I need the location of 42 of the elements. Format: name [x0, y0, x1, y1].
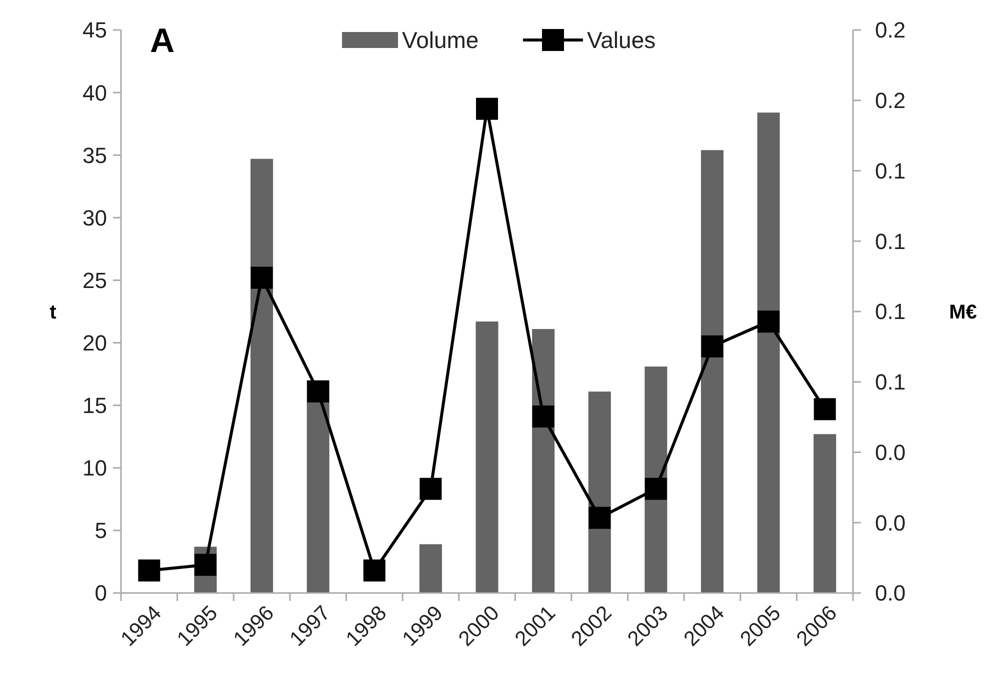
bar: [419, 544, 442, 593]
y2-tick-label: 0.2: [875, 88, 906, 114]
y2-tick-label: 0.1: [875, 370, 906, 395]
y2-tick-label: 0.1: [875, 158, 906, 184]
y-tick-label: 15: [82, 393, 107, 418]
y-tick-label: 40: [82, 80, 107, 106]
point: [814, 398, 836, 420]
y2-tick-label: 0.0: [875, 440, 906, 465]
y-tick-label: 20: [82, 330, 107, 356]
y2-tick-label: 0.1: [875, 228, 906, 254]
bar: [700, 150, 724, 593]
point: [644, 478, 667, 500]
y-tick-label: 35: [82, 142, 107, 168]
bar: [250, 158, 274, 593]
chart-title: A: [150, 22, 175, 60]
point: [363, 559, 386, 582]
y-tick-label: 30: [82, 205, 107, 230]
point: [307, 380, 330, 402]
y2-tick-label: 0.0: [875, 510, 906, 536]
legend-label: Values: [587, 27, 656, 54]
y2-tick-label: 0.0: [875, 580, 906, 606]
y2-axis-title: M€: [949, 302, 977, 324]
y-tick-label: 10: [82, 456, 107, 481]
bar: [476, 322, 498, 593]
y-tick-label: 25: [82, 268, 107, 293]
point: [588, 506, 611, 529]
y2-tick-label: 0.1: [875, 299, 906, 324]
point: [476, 98, 498, 120]
point: [138, 559, 160, 582]
bar: [814, 434, 836, 593]
bar: [757, 112, 780, 593]
point: [250, 266, 273, 289]
point: [701, 335, 724, 358]
y-tick-label: 45: [82, 18, 107, 43]
y2-tick-label: 0.2: [875, 18, 906, 43]
legend-label: Volume: [402, 27, 479, 54]
point: [532, 406, 554, 428]
y-tick-label: 5: [94, 518, 107, 544]
y-tick-label: 0: [94, 580, 107, 606]
point: [758, 310, 780, 333]
point: [420, 478, 442, 500]
y-axis-title: t: [50, 302, 57, 324]
